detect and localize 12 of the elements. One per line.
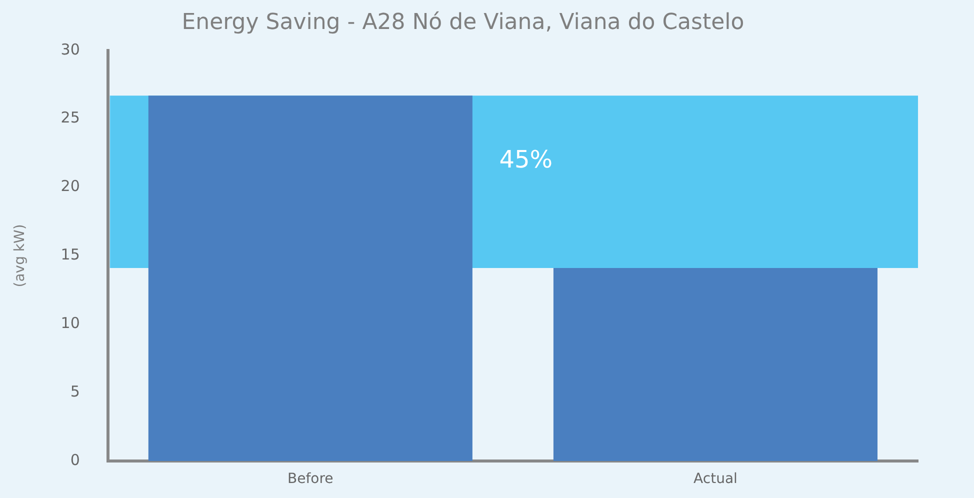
chart-title: Energy Saving - A28 Nó de Viana, Viana do Castelo — [182, 10, 744, 35]
band-label: 45% — [499, 145, 553, 174]
y-axis-title: (avg kW) — [12, 224, 28, 288]
y-tick-label: 5 — [70, 382, 80, 400]
y-tick-label: 20 — [60, 177, 80, 196]
y-tick-label: 10 — [60, 314, 80, 332]
x-tick-label: Before — [288, 471, 334, 488]
y-tick-label: 15 — [60, 246, 80, 264]
y-tick-label: 0 — [70, 450, 80, 469]
x-tick-label: Actual — [694, 471, 738, 488]
y-tick-label: 25 — [60, 108, 80, 127]
y-tick-label: 30 — [60, 40, 80, 58]
